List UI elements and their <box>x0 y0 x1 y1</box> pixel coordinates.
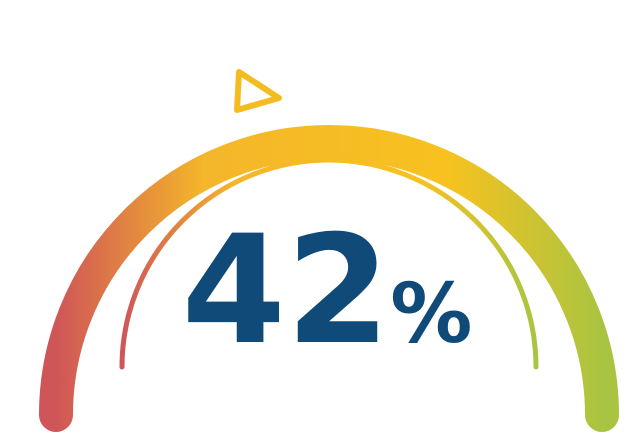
gauge-value-number: 42 <box>182 204 391 378</box>
gauge-inner-arc <box>119 157 539 370</box>
gauge-value-text: 42% <box>182 204 473 378</box>
gauge-outer-arc <box>39 125 619 432</box>
gauge-pointer-icon <box>234 69 282 113</box>
gauge-value-unit: % <box>390 267 472 362</box>
